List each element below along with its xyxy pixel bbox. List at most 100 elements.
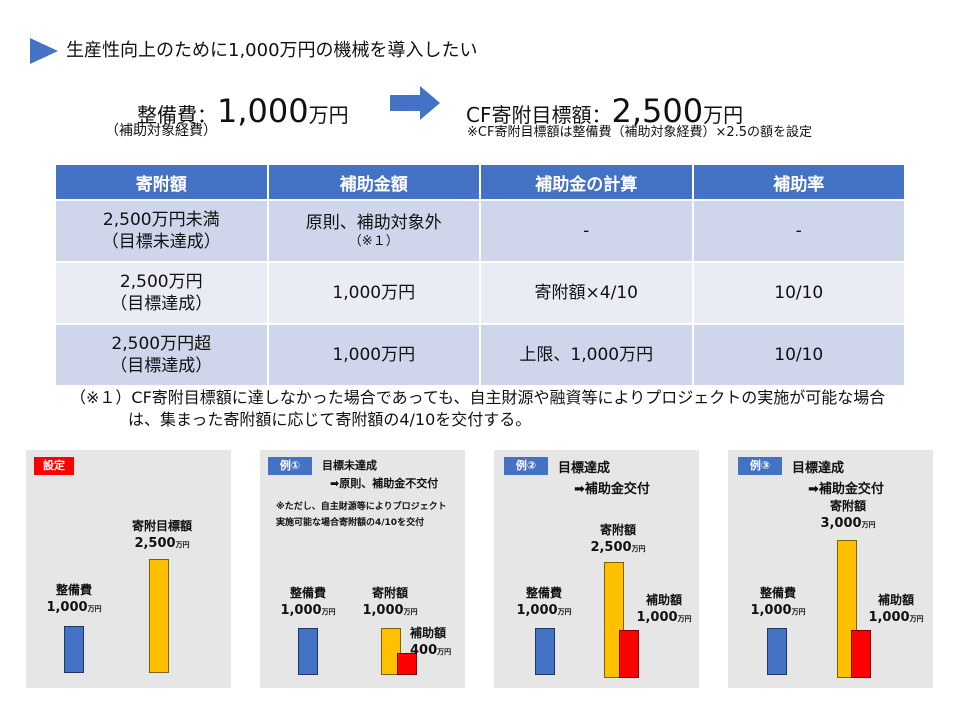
title-triangle-icon [30,38,58,64]
label-target: 寄附目標額 2,500万円 [122,518,202,554]
donation-unit: 万円 [403,608,418,616]
tag-setting: 設定 [34,457,74,475]
cost-unit: 万円 [321,608,336,616]
label-donation: 寄附額 2,500万円 [580,522,656,558]
cell-subsidy: 1,000万円 [266,323,481,387]
amount-line2: （目標未達成） [101,232,221,252]
cost-value: 1,000 [217,92,309,130]
cell-calc: 寄附額×4/10 [479,261,694,325]
cost-label: 整備費 [759,586,796,600]
subsidy-value: 1,000 [868,610,910,625]
subsidy-value: 400 [410,643,438,658]
subsidy-unit: 万円 [909,615,924,623]
panel-example-3: 例③ 目標達成 ➡補助金交付 整備費 1,000万円 寄附額 3,000万円 補… [728,450,933,688]
cost-value: 1,000 [280,603,322,618]
bar-cost [298,628,318,675]
amount-line2: （目標達成） [110,356,213,376]
right-arrow-icon [390,86,440,120]
ex3-title1: 目標達成 [792,461,845,476]
label-cost: 整備費 1,000万円 [36,582,112,618]
panel-example-1: 例① 目標未達成 ➡原則、補助金不交付 ※ただし、自主財源等によりプロジェクト … [260,450,465,688]
bar-subsidy [619,630,639,678]
cost-value: 1,000 [516,603,558,618]
cell-calc: - [479,199,694,263]
subsidy-unit: 万円 [677,615,692,623]
subsidy-label: 補助額 [410,626,447,640]
ex3-title2: ➡補助金交付 [808,482,884,497]
label-cost: 整備費 1,000万円 [744,585,812,621]
donation-unit: 万円 [861,521,876,529]
cell-donation: 2,500万円未満 （目標未達成） [54,199,269,263]
donation-label: 寄附額 [829,499,866,513]
ex1-title2: ➡原則、補助金不交付 [330,477,439,490]
subsidy-text: 原則、補助対象外 [305,213,442,233]
table-row: 2,500万円超 （目標達成） 1,000万円 上限、1,000万円 10/10 [54,323,906,387]
col-header-subsidy: 補助金額 [266,163,481,201]
ex1-note2: 実施可能な場合寄附額の4/10を交付 [276,518,425,528]
subsidy-value: 1,000 [636,610,678,625]
target-value: 2,500 [611,92,704,130]
donation-value: 3,000 [820,516,862,531]
donation-value: 2,500 [590,540,632,555]
target-label: 寄附目標額 [131,519,192,533]
amount-line1: 2,500万円 [119,272,203,292]
cell-subsidy: 1,000万円 [266,261,481,325]
label-subsidy: 補助額 400万円 [410,625,458,661]
cost-label: 整備費 [55,583,92,597]
subsidy-label: 補助額 [877,593,914,607]
bar-cost [64,626,84,673]
table-row: 2,500万円 （目標達成） 1,000万円 寄附額×4/10 10/10 [54,261,906,325]
page-title: 生産性向上のために1,000万円の機械を導入したい [66,40,478,61]
col-header-rate: 補助率 [691,163,906,201]
table-row: 2,500万円未満 （目標未達成） 原則、補助対象外 （※１） - - [54,199,906,263]
bar-cost [767,628,787,675]
cost-heading: 整備費：1,000万円 [137,92,349,130]
cell-rate: 10/10 [691,261,906,325]
target-unit: 万円 [175,541,190,549]
cost-value: 1,000 [750,603,792,618]
ex1-note1: ※ただし、自主財源等によりプロジェクト [276,502,447,512]
tag-example-3: 例③ [738,457,782,475]
target-note: ※CF寄附目標額は整備費（補助対象経費）×2.5の額を設定 [467,125,813,140]
bar-cost [535,628,555,675]
footnote-line1: （※１）CF寄附目標額に達しなかった場合であっても、自主財源や融資等によりプロジ… [70,388,886,407]
label-subsidy: 補助額 1,000万円 [632,592,696,628]
cost-unit: 万円 [791,608,806,616]
label-donation: 寄附額 3,000万円 [810,498,886,534]
cost-label: 整備費 [289,586,326,600]
donation-value: 1,000 [362,603,404,618]
cost-unit: 万円 [308,103,349,127]
target-prefix: CF寄附目標額： [466,103,612,127]
target-value: 2,500 [134,536,176,551]
subsidy-unit: 万円 [437,648,452,656]
cell-rate: 10/10 [691,323,906,387]
cell-donation: 2,500万円 （目標達成） [54,261,269,325]
panel-setting: 設定 整備費 1,000万円 寄附目標額 2,500万円 [26,450,231,688]
col-header-calc: 補助金の計算 [479,163,694,201]
cell-rate: - [691,199,906,263]
cost-unit: 万円 [87,605,102,613]
footnote-line2: は、集まった寄附額に応じて寄附額の4/10を交付する。 [128,410,532,429]
donation-label: 寄附額 [371,586,408,600]
amount-line1: 2,500万円超 [111,334,212,354]
ex1-title1: 目標未達成 [322,459,377,472]
cell-donation: 2,500万円超 （目標達成） [54,323,269,387]
subsidy-note: （※１） [348,234,399,249]
ex2-title2: ➡補助金交付 [574,482,650,497]
cost-prefix: 整備費： [137,103,217,127]
cell-subsidy: 原則、補助対象外 （※１） [266,199,481,263]
cost-subtitle: （補助対象経費） [105,123,217,139]
donation-unit: 万円 [631,545,646,553]
amount-line1: 2,500万円未満 [102,210,220,230]
footnote: （※１）CF寄附目標額に達しなかった場合であっても、自主財源や融資等によりプロジ… [70,387,930,431]
cost-label: 整備費 [525,586,562,600]
col-header-donation: 寄附額 [54,163,269,201]
donation-label: 寄附額 [599,523,636,537]
label-subsidy: 補助額 1,000万円 [864,592,928,628]
label-cost: 整備費 1,000万円 [274,585,342,621]
bar-donation [381,628,401,675]
bar-subsidy [397,653,417,675]
label-cost: 整備費 1,000万円 [510,585,578,621]
panel-example-2: 例② 目標達成 ➡補助金交付 整備費 1,000万円 寄附額 2,500万円 補… [494,450,699,688]
cost-value: 1,000 [46,600,88,615]
